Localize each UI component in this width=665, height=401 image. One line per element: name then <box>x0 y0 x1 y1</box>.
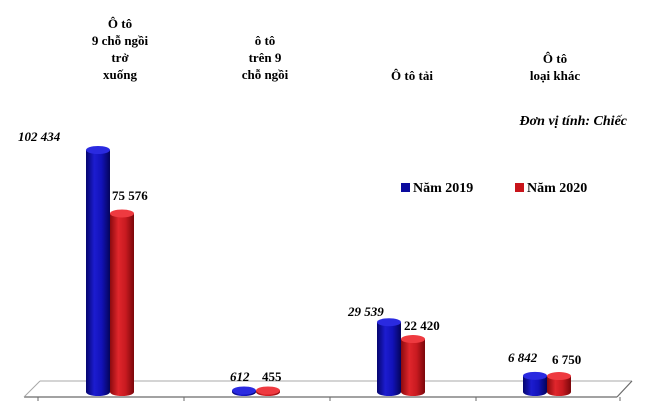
bar-2020-3 <box>547 372 571 396</box>
data-label-2019-3: 6 842 <box>508 350 538 365</box>
bar-2020-3-top <box>547 372 571 381</box>
floor-right-edge <box>616 380 633 398</box>
bar-2019-3-body <box>523 375 547 396</box>
data-label-2020-1: 455 <box>262 369 282 384</box>
bar-2019-2 <box>377 318 401 396</box>
x-axis-ticks <box>37 397 621 401</box>
bar-2019-2-body <box>377 322 401 396</box>
bar-2019-0 <box>86 146 110 396</box>
data-label-2019-2: 29 539 <box>347 304 384 319</box>
bar-2020-2-body <box>401 339 425 396</box>
bar-2020-0-body <box>110 213 134 396</box>
category-label-3: Ô tô loại khác <box>530 51 580 83</box>
bar-2019-1 <box>232 386 256 396</box>
legend-label-2019: Năm 2019 <box>413 181 473 196</box>
legend-swatch-2019 <box>401 183 410 192</box>
bar-2020-2 <box>401 335 425 396</box>
category-label-2: Ô tô tải <box>391 68 433 83</box>
category-labels: Ô tô 9 chỗ ngồi trở xuống ô tô trên 9 chỗ ngồi… <box>92 16 580 83</box>
bar-2020-1 <box>256 386 280 396</box>
bar-2019-3 <box>523 371 547 396</box>
bar-2019-2-top <box>377 318 401 327</box>
bar-2019-1-top <box>232 386 256 395</box>
bar-2020-1-top <box>256 386 280 395</box>
bar-2020-3-body <box>547 376 571 396</box>
bars <box>86 146 571 396</box>
legend-swatch-2020 <box>515 183 524 192</box>
bar-2020-0-top <box>110 209 134 218</box>
bar-2020-2-top <box>401 335 425 344</box>
legend-label-2020: Năm 2020 <box>527 181 587 196</box>
bar-2019-0-body <box>86 150 110 396</box>
bar-2020-0 <box>110 209 134 396</box>
data-labels: 102 434 612 29 539 6 842 75 576 455 22 420 6 75… <box>18 129 581 384</box>
data-label-2020-0: 75 576 <box>112 188 148 203</box>
unit-note: Đơn vị tính: Chiếc <box>519 114 628 129</box>
floor-left-edge <box>23 380 41 398</box>
data-label-2020-3: 6 750 <box>552 352 581 367</box>
data-label-2019-0: 102 434 <box>18 129 61 144</box>
bar-2019-3-top <box>523 371 547 380</box>
category-label-1: ô tô trên 9 chỗ ngồi <box>242 33 289 82</box>
data-label-2020-2: 22 420 <box>404 318 440 333</box>
data-label-2019-1: 612 <box>230 369 250 384</box>
bar-2019-0-top <box>86 146 110 154</box>
legend: Năm 2019 Năm 2020 <box>401 181 587 196</box>
category-label-0: Ô tô 9 chỗ ngồi trở xuống <box>92 16 149 82</box>
